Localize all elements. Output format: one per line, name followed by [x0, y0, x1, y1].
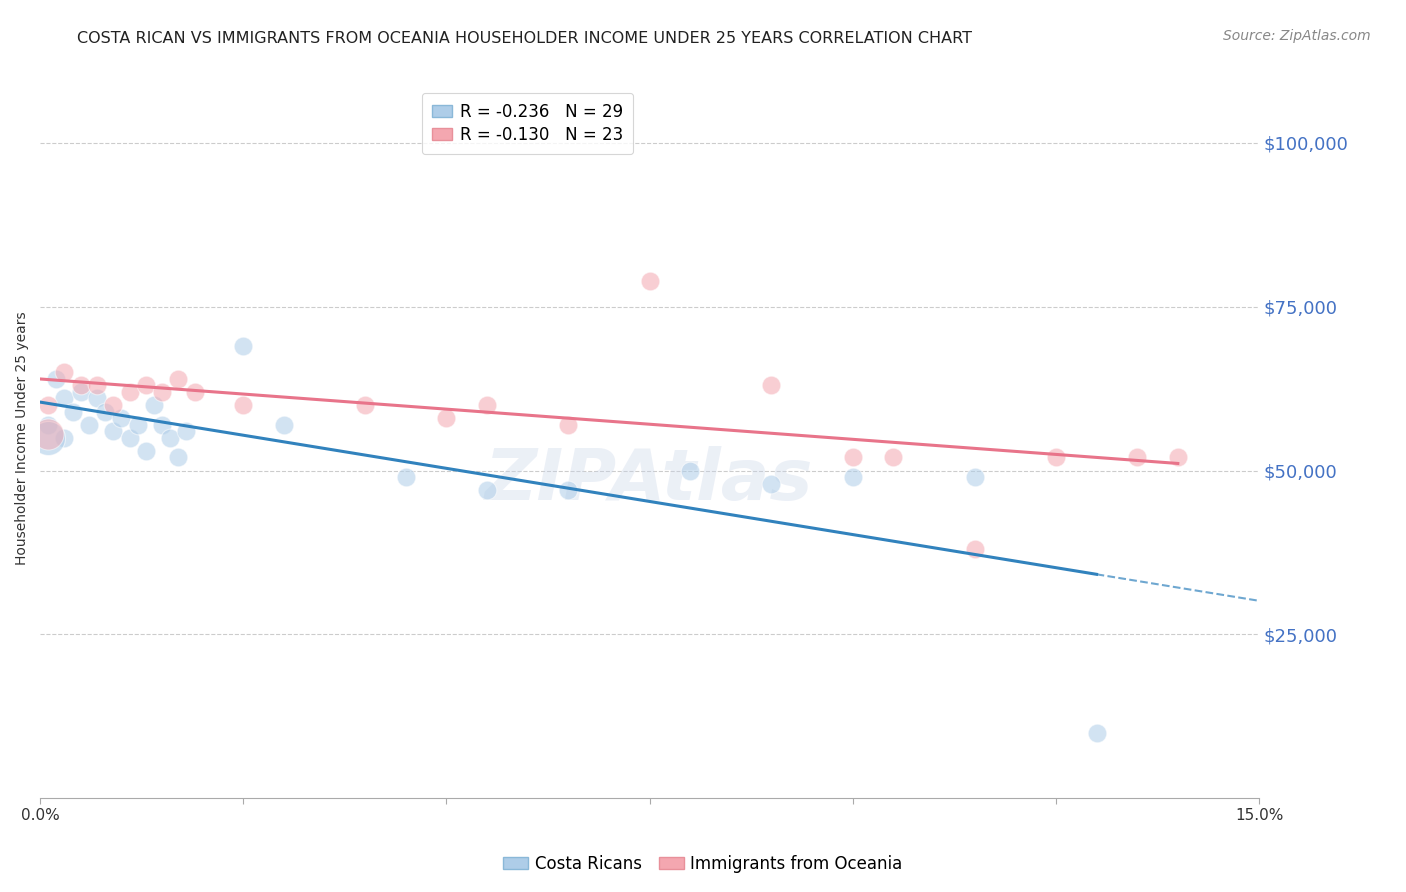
Point	[232, 398, 254, 412]
Point	[1167, 450, 1189, 465]
Point	[94, 404, 117, 418]
Point	[557, 483, 579, 498]
Text: COSTA RICAN VS IMMIGRANTS FROM OCEANIA HOUSEHOLDER INCOME UNDER 25 YEARS CORRELA: COSTA RICAN VS IMMIGRANTS FROM OCEANIA H…	[77, 31, 973, 46]
Point	[37, 398, 59, 412]
Point	[679, 463, 702, 477]
Point	[86, 378, 108, 392]
Point	[475, 483, 498, 498]
Point	[395, 470, 418, 484]
Point	[37, 427, 59, 442]
Point	[110, 411, 132, 425]
Point	[103, 424, 125, 438]
Point	[963, 470, 986, 484]
Point	[37, 417, 59, 432]
Point	[842, 450, 865, 465]
Point	[1126, 450, 1149, 465]
Point	[103, 398, 125, 412]
Point	[167, 372, 190, 386]
Point	[37, 431, 59, 445]
Point	[77, 417, 100, 432]
Point	[159, 431, 181, 445]
Point	[638, 273, 661, 287]
Point	[273, 417, 295, 432]
Point	[135, 443, 157, 458]
Y-axis label: Householder Income Under 25 years: Householder Income Under 25 years	[15, 311, 30, 565]
Point	[1085, 725, 1108, 739]
Point	[53, 365, 76, 379]
Point	[1045, 450, 1067, 465]
Point	[127, 417, 149, 432]
Point	[176, 424, 198, 438]
Point	[150, 384, 173, 399]
Point	[232, 339, 254, 353]
Point	[53, 392, 76, 406]
Point	[62, 404, 84, 418]
Point	[761, 476, 783, 491]
Point	[150, 417, 173, 432]
Point	[436, 411, 458, 425]
Point	[118, 431, 141, 445]
Legend: Costa Ricans, Immigrants from Oceania: Costa Ricans, Immigrants from Oceania	[496, 848, 910, 880]
Point	[842, 470, 865, 484]
Point	[183, 384, 205, 399]
Point	[142, 398, 165, 412]
Text: ZIPAtlas: ZIPAtlas	[485, 447, 814, 516]
Point	[475, 398, 498, 412]
Point	[354, 398, 377, 412]
Point	[53, 431, 76, 445]
Legend: R = -0.236   N = 29, R = -0.130   N = 23: R = -0.236 N = 29, R = -0.130 N = 23	[422, 93, 634, 154]
Point	[118, 384, 141, 399]
Point	[882, 450, 904, 465]
Point	[69, 384, 91, 399]
Point	[557, 417, 579, 432]
Point	[963, 542, 986, 557]
Point	[69, 378, 91, 392]
Point	[45, 372, 67, 386]
Text: Source: ZipAtlas.com: Source: ZipAtlas.com	[1223, 29, 1371, 43]
Point	[761, 378, 783, 392]
Point	[167, 450, 190, 465]
Point	[86, 392, 108, 406]
Point	[135, 378, 157, 392]
